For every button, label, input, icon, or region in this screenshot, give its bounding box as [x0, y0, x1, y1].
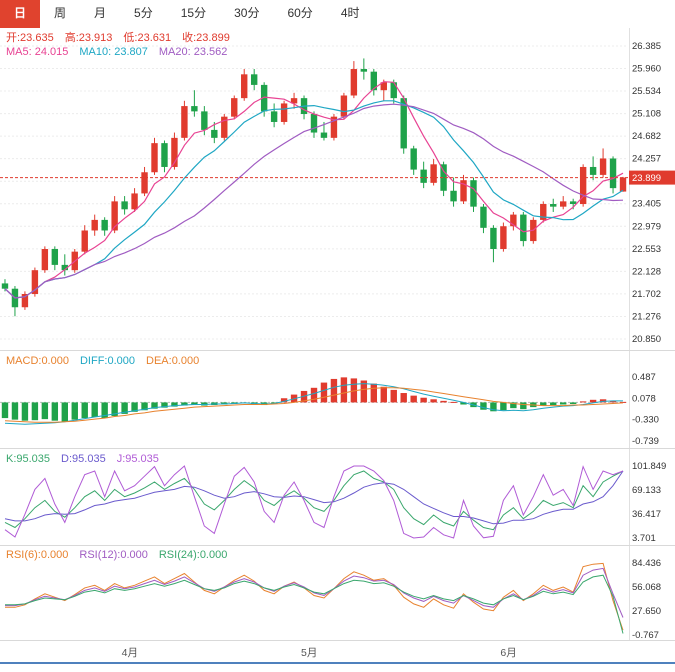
- svg-text:36.417: 36.417: [632, 509, 661, 520]
- svg-text:25.960: 25.960: [632, 63, 661, 74]
- tab-30min[interactable]: 30分: [234, 6, 260, 20]
- tab-month[interactable]: 月: [94, 6, 107, 20]
- svg-text:3.701: 3.701: [632, 533, 656, 544]
- chart-area[interactable]: 26.385 25.960 25.534 25.108 24.682 24.257 23.8…: [0, 28, 675, 672]
- svg-text:56.068: 56.068: [632, 582, 661, 593]
- svg-text:24.682: 24.682: [632, 131, 661, 142]
- svg-text:23.899: 23.899: [632, 173, 661, 184]
- svg-text:22.979: 22.979: [632, 221, 661, 232]
- tab-4hour[interactable]: 4时: [340, 6, 360, 20]
- chart-canvas[interactable]: 26.385 25.960 25.534 25.108 24.682 24.257 23.8…: [0, 28, 675, 672]
- svg-text:21.276: 21.276: [632, 311, 661, 322]
- svg-text:20.850: 20.850: [632, 334, 661, 345]
- svg-text:0.078: 0.078: [632, 393, 656, 404]
- svg-text:23.405: 23.405: [632, 199, 661, 210]
- svg-text:21.702: 21.702: [632, 289, 661, 300]
- svg-text:-0.739: -0.739: [632, 436, 659, 447]
- tab-week[interactable]: 周: [54, 6, 67, 20]
- timeframe-tabbar: 日 周 月 5分 15分 30分 60分 4时: [0, 0, 675, 29]
- svg-text:0.487: 0.487: [632, 372, 656, 383]
- svg-text:5月: 5月: [301, 647, 317, 659]
- svg-text:24.257: 24.257: [632, 154, 661, 165]
- svg-text:84.436: 84.436: [632, 558, 661, 569]
- svg-text:27.650: 27.650: [632, 606, 661, 617]
- tab-15min[interactable]: 15分: [180, 6, 207, 20]
- svg-text:25.534: 25.534: [632, 86, 661, 97]
- svg-text:22.553: 22.553: [632, 244, 661, 255]
- svg-text:69.133: 69.133: [632, 485, 661, 496]
- svg-text:-0.767: -0.767: [632, 630, 659, 641]
- svg-text:4月: 4月: [122, 647, 138, 659]
- svg-text:6月: 6月: [500, 647, 516, 659]
- svg-text:101.849: 101.849: [632, 461, 666, 472]
- tab-day[interactable]: 日: [0, 0, 41, 28]
- svg-text:25.108: 25.108: [632, 109, 661, 120]
- tab-60min[interactable]: 60分: [287, 6, 313, 20]
- svg-text:-0.330: -0.330: [632, 415, 659, 426]
- tab-5min[interactable]: 5分: [134, 6, 153, 20]
- svg-text:26.385: 26.385: [632, 41, 661, 52]
- svg-text:22.128: 22.128: [632, 266, 661, 277]
